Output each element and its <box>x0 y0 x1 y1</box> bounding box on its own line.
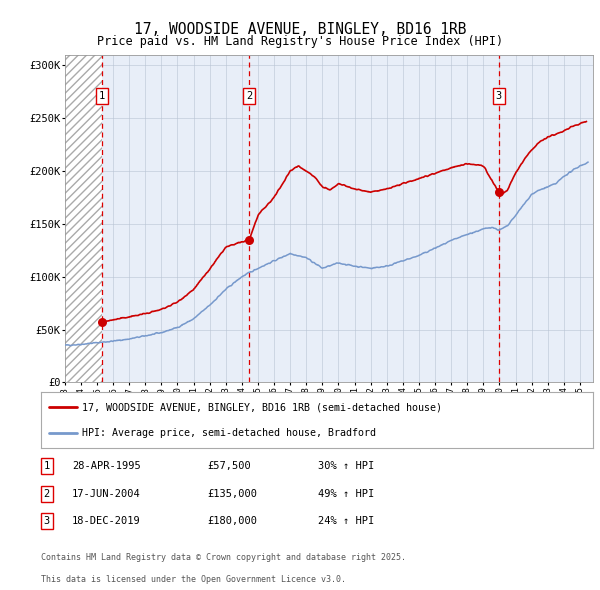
Text: 30% ↑ HPI: 30% ↑ HPI <box>318 461 374 471</box>
Text: 17, WOODSIDE AVENUE, BINGLEY, BD16 1RB (semi-detached house): 17, WOODSIDE AVENUE, BINGLEY, BD16 1RB (… <box>82 402 442 412</box>
Text: 24% ↑ HPI: 24% ↑ HPI <box>318 516 374 526</box>
Text: 17, WOODSIDE AVENUE, BINGLEY, BD16 1RB: 17, WOODSIDE AVENUE, BINGLEY, BD16 1RB <box>134 22 466 37</box>
Text: HPI: Average price, semi-detached house, Bradford: HPI: Average price, semi-detached house,… <box>82 428 376 438</box>
Text: £135,000: £135,000 <box>207 489 257 499</box>
Text: 1: 1 <box>44 461 50 471</box>
Text: 18-DEC-2019: 18-DEC-2019 <box>72 516 141 526</box>
Bar <box>65 55 103 382</box>
Text: £57,500: £57,500 <box>207 461 251 471</box>
Text: This data is licensed under the Open Government Licence v3.0.: This data is licensed under the Open Gov… <box>41 575 346 584</box>
Text: 2: 2 <box>246 91 253 101</box>
Text: Contains HM Land Registry data © Crown copyright and database right 2025.: Contains HM Land Registry data © Crown c… <box>41 553 406 562</box>
Text: 3: 3 <box>496 91 502 101</box>
Text: £180,000: £180,000 <box>207 516 257 526</box>
Text: Price paid vs. HM Land Registry's House Price Index (HPI): Price paid vs. HM Land Registry's House … <box>97 35 503 48</box>
Text: 3: 3 <box>44 516 50 526</box>
Text: 17-JUN-2004: 17-JUN-2004 <box>72 489 141 499</box>
Text: 2: 2 <box>44 489 50 499</box>
Text: 1: 1 <box>99 91 106 101</box>
Text: 49% ↑ HPI: 49% ↑ HPI <box>318 489 374 499</box>
Text: 28-APR-1995: 28-APR-1995 <box>72 461 141 471</box>
